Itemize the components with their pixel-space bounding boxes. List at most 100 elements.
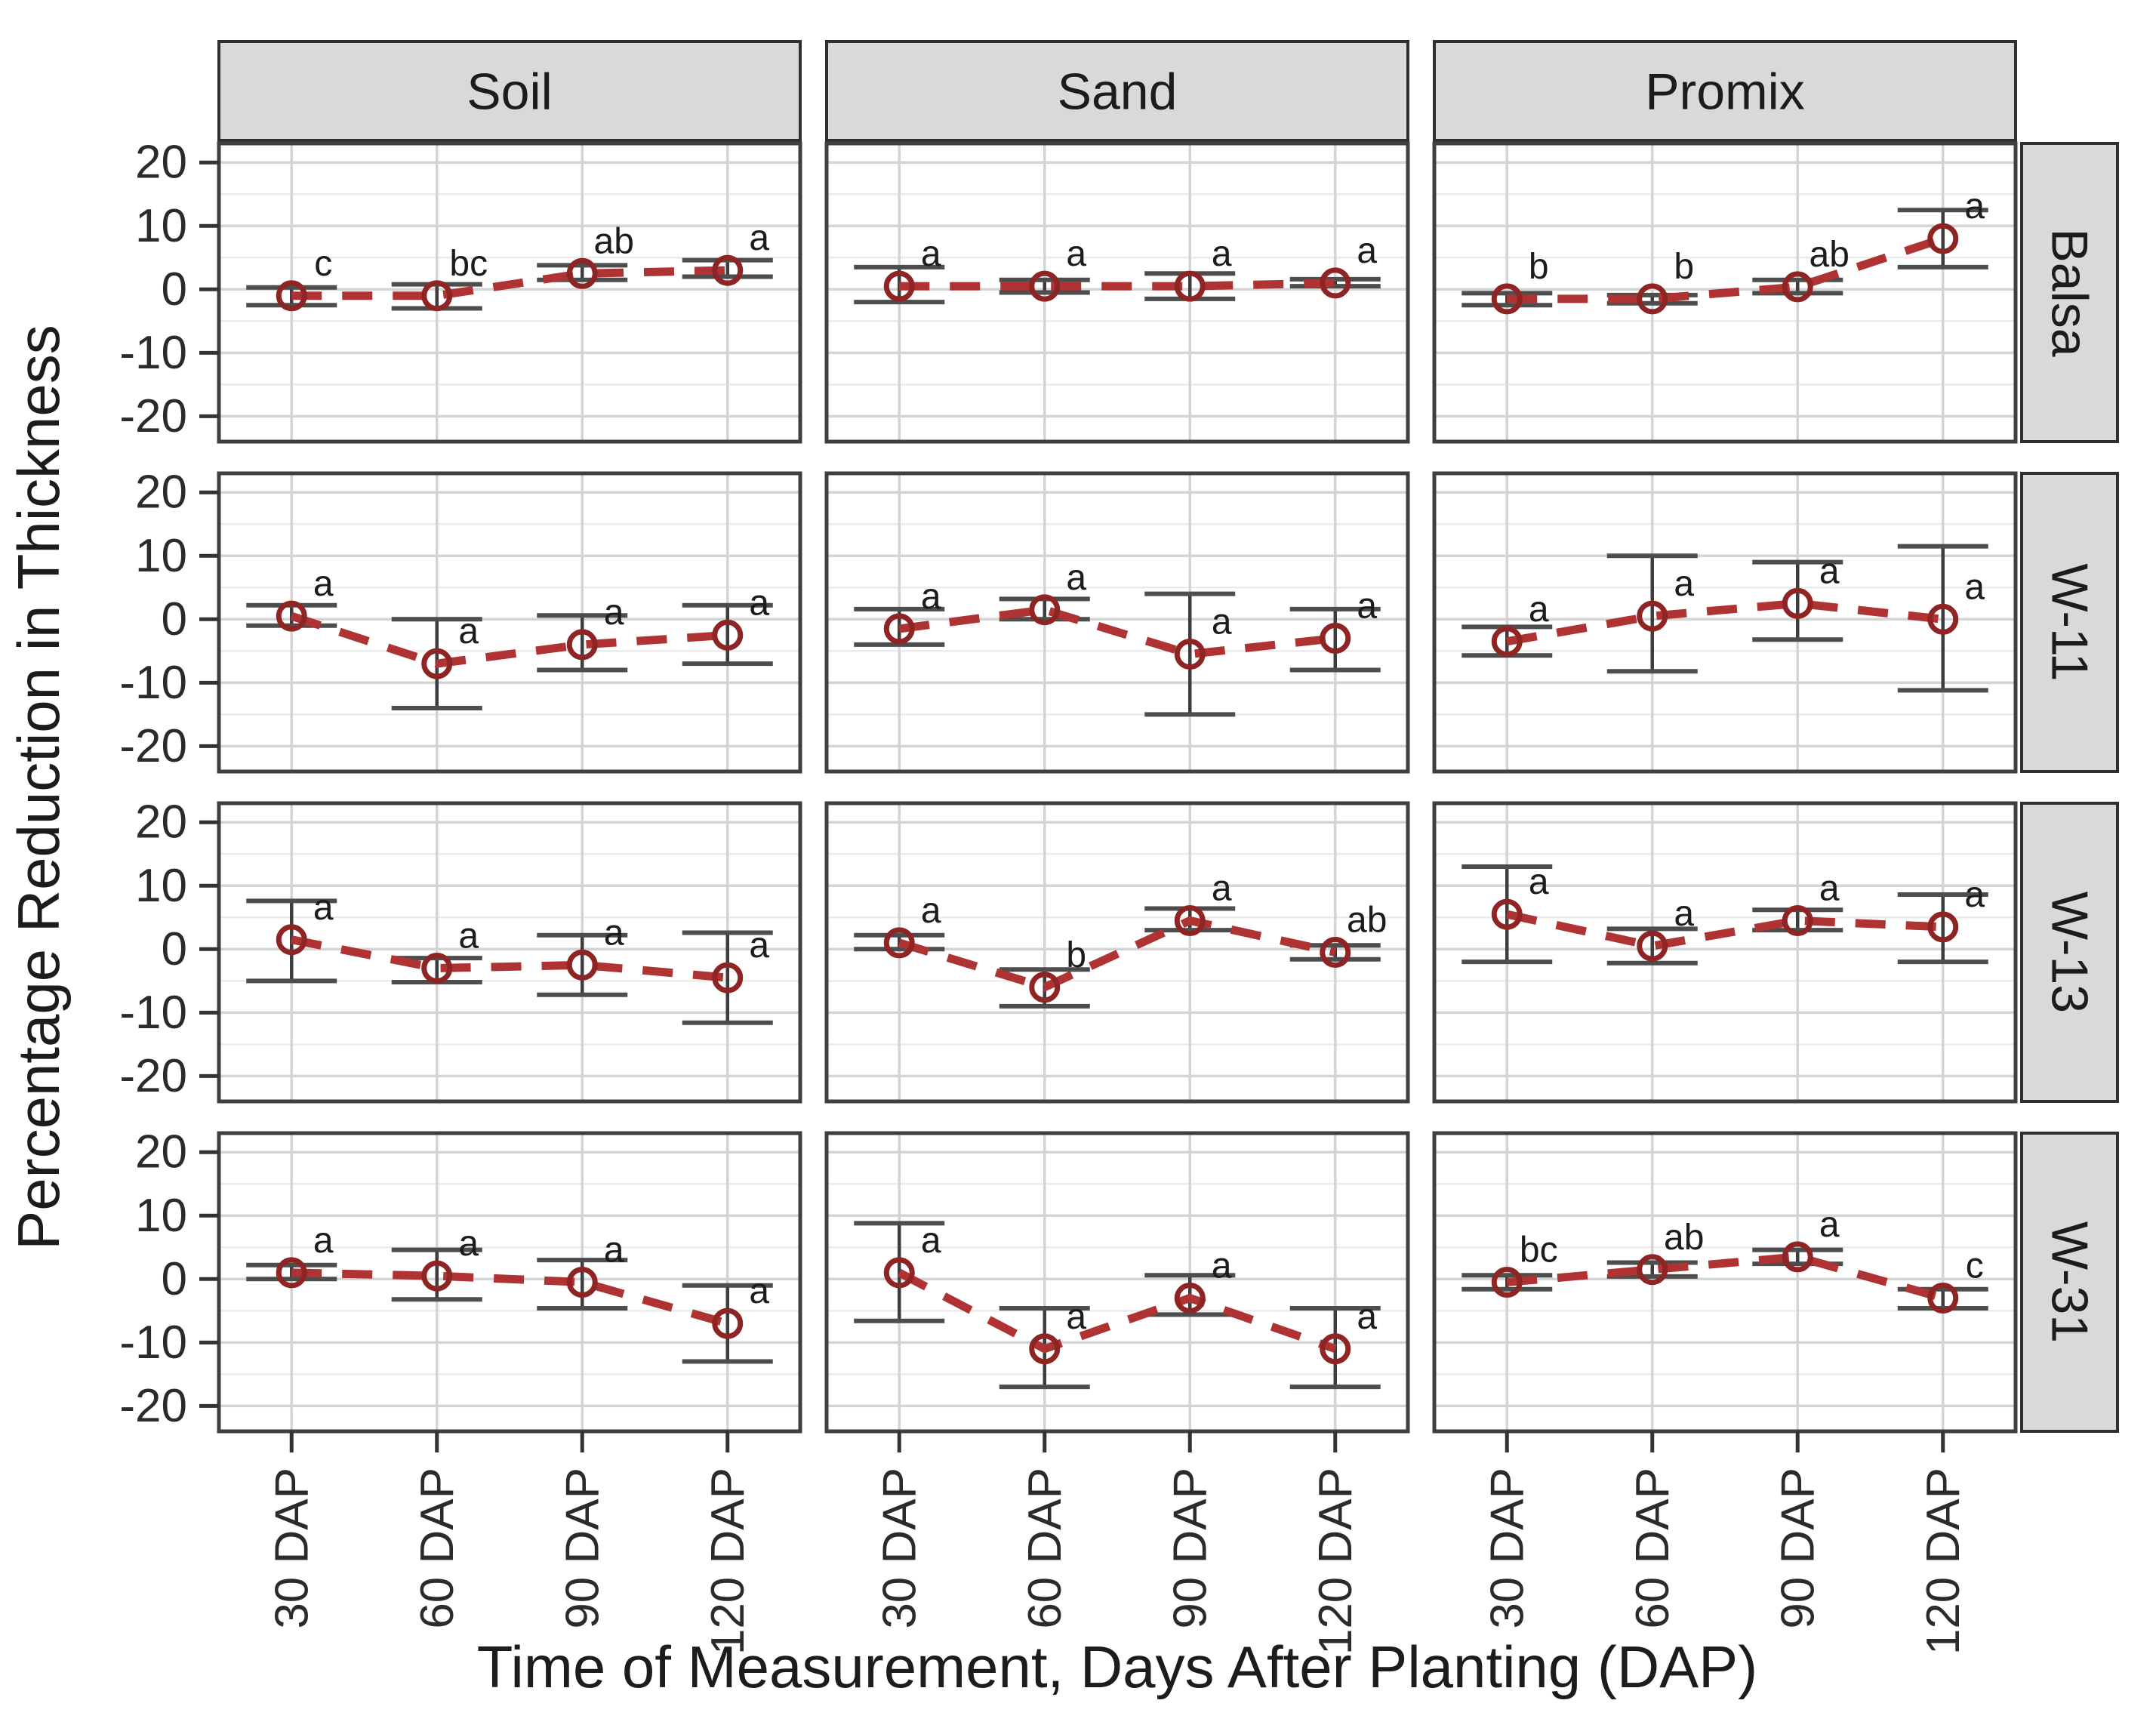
- x-axis-col-soil: 30 DAP 60 DAP 90 DAP 120 DAP: [266, 1431, 754, 1655]
- trend-line: [291, 1268, 729, 1328]
- significance-letter: a: [1529, 862, 1549, 902]
- strip-label: W-13: [2041, 892, 2099, 1013]
- error-bar: [1897, 208, 1988, 270]
- trend-line: [1507, 234, 1945, 303]
- y-tick-label: 0: [162, 593, 187, 645]
- error-bar: [854, 1221, 945, 1323]
- x-tick-label: 120 DAP: [702, 1468, 754, 1655]
- panel-promix-balsa: b b ab a: [1432, 141, 2018, 444]
- y-tick-label: -20: [119, 720, 187, 772]
- error-bar: [1606, 553, 1698, 674]
- significance-letter: c: [314, 244, 332, 284]
- trend-line: [1506, 910, 1943, 950]
- significance-letter: bc: [1520, 1231, 1558, 1271]
- y-axis-row-balsa: 20 10 0 -10 -20: [119, 137, 219, 442]
- strip-label: Promix: [1645, 63, 1805, 121]
- significance-letter: a: [1964, 875, 1985, 915]
- strip-label: Sand: [1058, 63, 1178, 121]
- significance-letter: a: [458, 1224, 479, 1264]
- strip-background: [2020, 472, 2119, 773]
- panel-soil-w-31: a a a a: [217, 1131, 802, 1434]
- significance-letter: ab: [1347, 901, 1387, 941]
- significance-letter: a: [921, 577, 941, 617]
- error-bar: [1897, 892, 1988, 965]
- data-point: [1320, 623, 1351, 655]
- data-point: [566, 1267, 598, 1298]
- x-tick-label: 30 DAP: [266, 1468, 318, 1629]
- y-tick-label: 0: [162, 1253, 187, 1305]
- panel-background: [827, 473, 1408, 772]
- error-bar: [1897, 544, 1988, 693]
- significance-letter: a: [1964, 186, 1985, 226]
- trend-line: [1506, 599, 1944, 646]
- panel-border: [1432, 801, 2018, 1104]
- panel-border: [824, 471, 1410, 774]
- data-point: [1491, 283, 1523, 315]
- data-point: [566, 257, 598, 289]
- x-tick-label: 90 DAP: [1164, 1468, 1216, 1629]
- significance-letter: a: [1357, 1297, 1377, 1337]
- row-strip-w-13: W-13: [2020, 802, 2119, 1103]
- panel-border: [217, 471, 802, 774]
- data-point: [1320, 267, 1351, 299]
- panel-sand-w-31: a a a a: [824, 1131, 1410, 1434]
- panel-background: [827, 143, 1408, 442]
- panel-background: [1434, 473, 2016, 772]
- row-strip-balsa: Balsa: [2020, 142, 2119, 443]
- significance-letter: a: [1066, 1297, 1086, 1337]
- error-bar: [537, 932, 628, 997]
- row-strip-w-31: W-31: [2020, 1132, 2119, 1433]
- significance-letter: a: [1212, 1246, 1232, 1286]
- significance-letter: a: [921, 234, 941, 274]
- error-bar: [1144, 591, 1236, 717]
- y-axis-row-w-31: 20 10 0 -10 -20: [119, 1126, 219, 1432]
- y-tick-label: 10: [135, 200, 187, 252]
- strip-background: [1433, 40, 2017, 142]
- row-strip-w-11: W-11: [2020, 472, 2119, 773]
- significance-letter: a: [458, 916, 479, 956]
- significance-letter: a: [1674, 894, 1694, 934]
- data-point: [712, 254, 744, 286]
- data-point: [883, 270, 915, 302]
- x-axis-col-sand: 30 DAP 60 DAP 90 DAP 120 DAP: [873, 1431, 1362, 1655]
- y-tick-label: 20: [135, 137, 187, 189]
- strip-label: Balsa: [2041, 228, 2099, 356]
- data-point: [1637, 930, 1668, 962]
- significance-letter: a: [604, 593, 624, 633]
- panel-border: [217, 801, 802, 1104]
- y-tick-label: -10: [119, 327, 187, 379]
- significance-letter: a: [749, 1271, 769, 1311]
- y-tick-label: 10: [135, 1190, 187, 1242]
- significance-letter: a: [1819, 869, 1840, 909]
- data-point: [1927, 223, 1959, 254]
- data-point: [566, 949, 598, 981]
- panel-promix-w-31: bc ab a c: [1432, 1131, 2018, 1434]
- data-point: [276, 1257, 307, 1289]
- trend-line: [291, 935, 728, 982]
- data-point: [1927, 911, 1959, 943]
- data-point: [276, 600, 307, 632]
- y-tick-label: 10: [135, 530, 187, 582]
- significance-letter: ab: [594, 221, 634, 261]
- y-tick-label: -20: [119, 1380, 187, 1432]
- y-tick-label: -20: [119, 390, 187, 442]
- data-point: [1782, 271, 1813, 303]
- significance-letter: a: [749, 218, 769, 258]
- strip-label: W-11: [2041, 563, 2099, 681]
- error-bar: [1289, 606, 1381, 673]
- data-point: [1174, 639, 1206, 670]
- significance-letter: a: [1066, 558, 1086, 598]
- x-tick-label: 90 DAP: [556, 1468, 608, 1629]
- trend-line: [290, 611, 728, 668]
- x-tick-label: 120 DAP: [1310, 1468, 1362, 1655]
- data-point: [276, 280, 307, 312]
- significance-letter: a: [1066, 234, 1086, 274]
- significance-letter: a: [313, 564, 334, 604]
- panel-background: [1434, 803, 2016, 1101]
- trend-line: [291, 266, 728, 300]
- panel-promix-w-13: aaa a: [1432, 801, 2018, 1104]
- strip-background: [217, 40, 802, 142]
- data-point: [1782, 1241, 1813, 1273]
- x-tick-label: 60 DAP: [1019, 1468, 1071, 1629]
